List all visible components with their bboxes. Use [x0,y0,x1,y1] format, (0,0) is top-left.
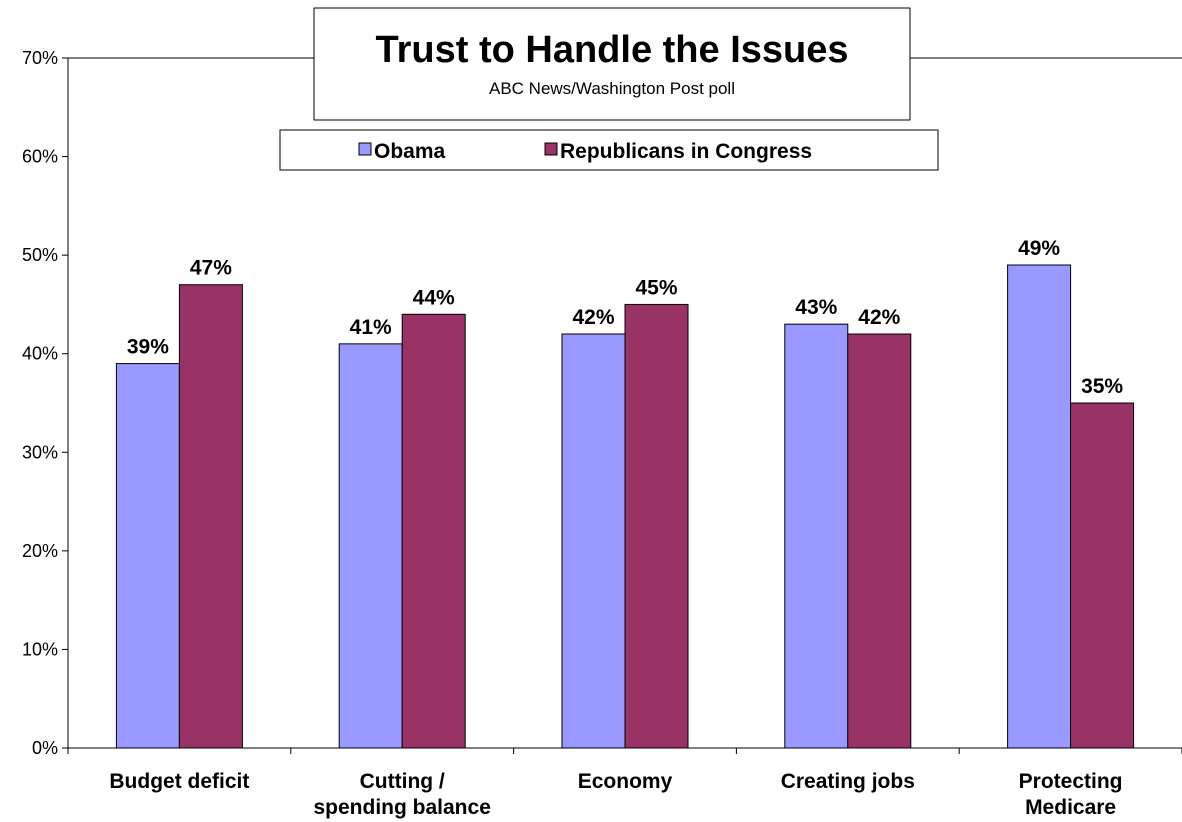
data-label-obama: 49% [1018,237,1060,260]
y-tick-label: 40% [22,344,58,364]
bar-obama [115,363,180,749]
y-tick-label: 20% [22,541,58,561]
x-category-label: Cutting / [360,770,445,793]
bar-obama [784,323,849,749]
data-labels: 39% 47% 41% 44% 42% 45% 43% 42% 49% 35% [127,237,1124,398]
data-label-obama: 43% [795,296,837,319]
x-category-label: Budget deficit [109,770,249,793]
x-category-label: Medicare [1025,796,1116,819]
y-tick-label: 10% [22,639,58,659]
y-tick-label: 50% [22,245,58,265]
bar-republicans-in-congress [401,313,466,749]
legend-label-obama: Obama [374,140,446,163]
legend-swatch-obama [358,142,372,156]
x-category-label: Creating jobs [781,770,915,793]
data-label-republicans-in-congress: 47% [190,257,232,280]
y-tick-label: 0% [32,738,58,758]
bars [115,264,1135,749]
legend-label-republicans: Republicans in Congress [560,140,812,163]
bar-obama [1007,264,1072,749]
chart-subtitle: ABC News/Washington Post poll [489,79,735,98]
data-label-republicans-in-congress: 35% [1081,375,1123,398]
title-box: Trust to Handle the Issues ABC News/Wash… [313,7,911,121]
legend-swatch-republicans [544,142,558,156]
data-label-obama: 39% [127,336,169,359]
y-tick-label: 30% [22,442,58,462]
y-tick-label: 60% [22,147,58,167]
bar-republicans-in-congress [1070,402,1135,749]
x-category-label: spending balance [314,796,491,819]
data-label-republicans-in-congress: 45% [635,276,677,299]
bar-obama [561,333,626,749]
data-label-republicans-in-congress: 42% [858,306,900,329]
bar-republicans-in-congress [847,333,912,749]
bar-republicans-in-congress [178,284,243,749]
x-category-label: Economy [578,770,673,793]
data-label-obama: 42% [572,306,614,329]
data-label-republicans-in-congress: 44% [413,286,455,309]
legend: Obama Republicans in Congress [279,129,939,171]
data-label-obama: 41% [350,316,392,339]
axes: 0% 10% 20% 30% 40% 50% 60% 70% Budget deficit Cut… [22,48,1182,819]
y-tick-label: 70% [22,48,58,68]
chart-title: Trust to Handle the Issues [376,29,849,71]
bar-obama [338,343,403,749]
x-category-label: Protecting [1019,770,1123,793]
bar-republicans-in-congress [624,303,689,749]
